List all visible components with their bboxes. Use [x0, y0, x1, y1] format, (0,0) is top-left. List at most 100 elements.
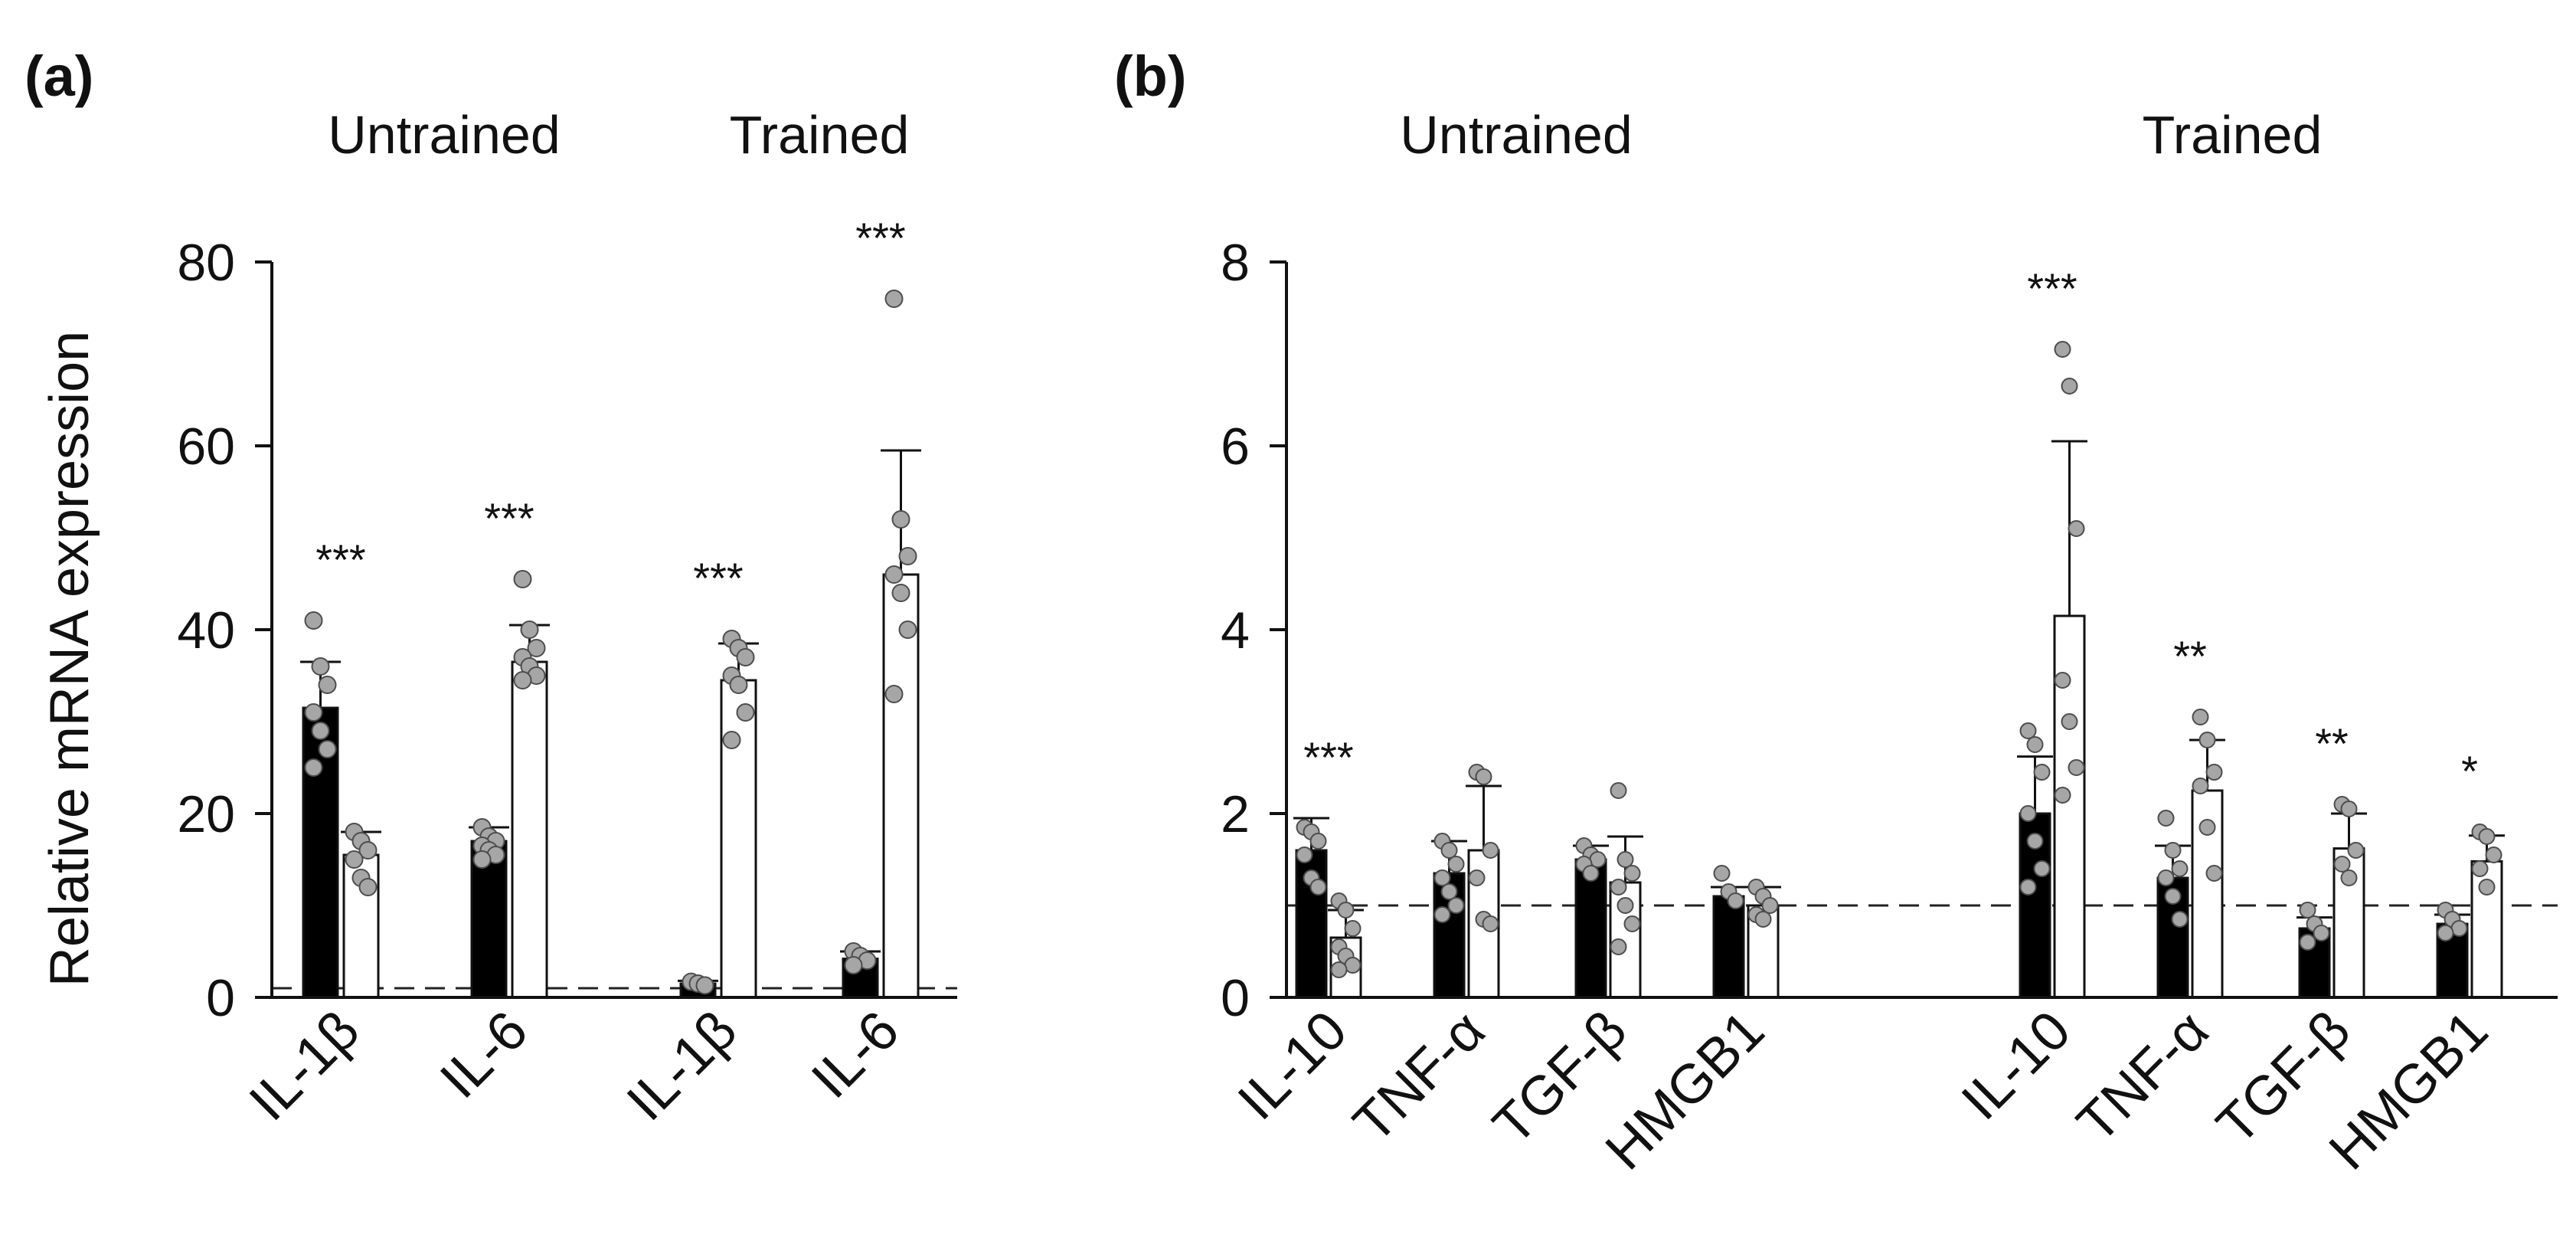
data-point: [884, 290, 904, 308]
data-point: [2471, 860, 2489, 877]
significance-marker: ***: [2027, 264, 2077, 313]
data-point: [2019, 805, 2037, 822]
y-tick-label: 0: [1221, 969, 1250, 1027]
data-point: [304, 611, 323, 630]
y-tick-label: 40: [177, 601, 235, 660]
data-point: [2340, 869, 2358, 886]
data-point: [2437, 925, 2454, 941]
y-tick-label: 0: [206, 969, 235, 1027]
panel-a-group-title-untrained: Untrained: [328, 105, 561, 165]
data-point: [2054, 787, 2071, 804]
bar-white: [2332, 847, 2365, 999]
data-point: [1309, 833, 1327, 850]
data-point: [2157, 869, 2175, 886]
data-point: [1610, 782, 1627, 799]
data-point: [1475, 768, 1492, 785]
data-point: [2026, 736, 2044, 753]
data-point: [695, 976, 714, 995]
data-point: [2198, 819, 2216, 836]
panel-b-group-title-trained: Trained: [2143, 105, 2323, 165]
data-point: [898, 620, 917, 639]
data-point: [2033, 860, 2051, 877]
y-tick-label: 2: [1221, 785, 1250, 843]
data-point: [2171, 860, 2189, 877]
data-point: [891, 510, 910, 529]
data-point: [2068, 520, 2085, 537]
data-point: [2054, 341, 2071, 358]
bar-black: [1574, 858, 1607, 999]
data-point: [2157, 810, 2175, 827]
data-point: [1610, 879, 1627, 896]
data-point: [358, 878, 378, 896]
significance-marker: *: [2461, 747, 2478, 795]
data-point: [2068, 759, 2085, 776]
data-point: [2299, 934, 2316, 951]
data-point: [2205, 764, 2223, 781]
y-axis-label: Relative mRNA expression: [39, 331, 100, 987]
data-point: [311, 657, 330, 676]
data-point: [2478, 879, 2496, 896]
data-point: [1754, 911, 1772, 928]
data-point: [304, 758, 323, 777]
panel-b-label: (b): [1114, 44, 1187, 108]
data-point: [722, 731, 741, 749]
data-point: [1433, 906, 1451, 923]
data-point: [1468, 869, 1486, 886]
data-point: [513, 570, 532, 588]
data-point: [520, 620, 539, 639]
data-point: [736, 703, 755, 722]
significance-marker: ***: [315, 535, 365, 584]
data-point: [1482, 915, 1499, 932]
data-point: [2164, 842, 2182, 859]
data-point: [736, 648, 755, 666]
data-point: [2061, 378, 2078, 395]
data-point: [345, 850, 364, 869]
data-point: [1447, 897, 1465, 914]
data-point: [2171, 911, 2189, 928]
data-point: [884, 565, 904, 584]
data-point: [2019, 879, 2037, 896]
data-point: [1440, 842, 1458, 859]
data-point: [1617, 897, 1634, 914]
data-point: [2313, 925, 2330, 941]
data-point: [1433, 869, 1451, 886]
significance-marker: ***: [484, 494, 534, 542]
data-point: [1344, 920, 1362, 937]
data-point: [1582, 865, 1600, 882]
data-point: [2033, 764, 2051, 781]
panel-b-group-title-untrained: Untrained: [1400, 105, 1633, 165]
data-point: [1610, 938, 1627, 955]
data-point: [311, 722, 330, 740]
y-tick-label: 8: [1221, 234, 1250, 292]
data-point: [2478, 828, 2496, 845]
y-tick-label: 80: [177, 234, 235, 292]
data-point: [1761, 897, 1779, 914]
data-point: [2164, 888, 2182, 905]
data-point: [1440, 883, 1458, 900]
data-point: [2333, 856, 2351, 873]
data-point: [2192, 778, 2209, 794]
significance-marker: **: [2315, 719, 2349, 768]
data-point: [2205, 865, 2223, 882]
data-point: [2485, 846, 2502, 863]
data-point: [1713, 865, 1731, 882]
data-point: [527, 639, 546, 657]
data-point: [1296, 846, 1313, 863]
data-point: [844, 956, 863, 974]
data-point: [1623, 915, 1641, 932]
bar-white: [511, 660, 548, 999]
data-point: [891, 584, 910, 602]
bar-white: [882, 573, 920, 999]
data-point: [884, 685, 904, 703]
significance-marker: **: [2173, 632, 2207, 680]
data-point: [318, 740, 337, 758]
data-point: [2198, 732, 2216, 748]
data-point: [1330, 961, 1348, 978]
data-point: [2061, 713, 2078, 730]
data-point: [2347, 842, 2365, 859]
data-point: [1337, 902, 1355, 918]
panel-a-group-title-trained: Trained: [730, 105, 910, 165]
bar-white: [720, 679, 757, 999]
data-point: [1482, 842, 1499, 859]
